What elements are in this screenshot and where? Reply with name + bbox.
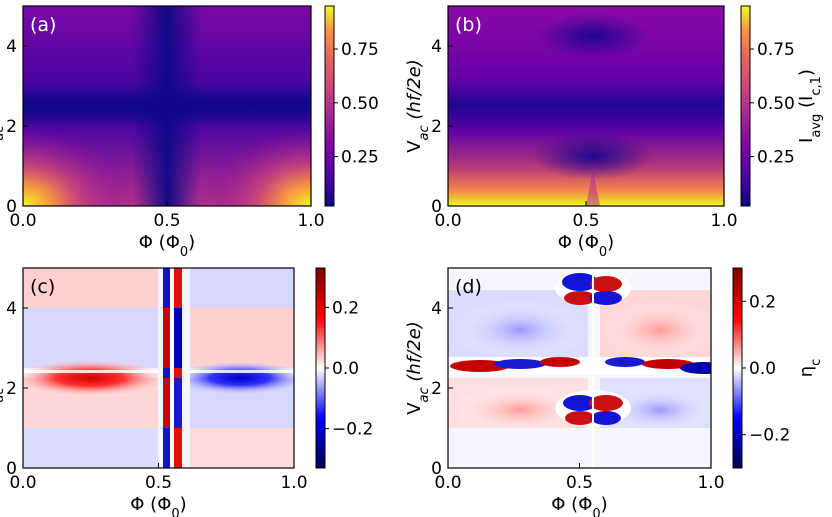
y-tick-label: 4 [6,37,17,57]
panel-a-colorbar [324,5,335,207]
panel-c-colorbar-ticks: 0.2 0.0 −0.2 [325,298,373,440]
x-axis-label: Φ (Φ0) [139,232,195,260]
panel-a-heatmap [23,6,311,206]
y-tick-label: 4 [431,299,442,319]
y-tick-label: 4 [431,37,442,57]
colorbar-tick-label: 0.25 [757,148,795,168]
colorbar-tick-label: 0.50 [757,94,795,114]
y-tick-label: 4 [6,299,17,319]
x-axis-label: Φ (Φ0) [130,494,186,517]
x-tick-label: 1.0 [297,211,324,231]
colorbar-tick-label: 0.75 [341,40,379,60]
y-tick-label: 2 [6,379,17,399]
panel-d-colorbar-ticks: 0.2 0.0 −0.2 [742,292,790,446]
y-tick-label: 0 [431,197,442,217]
panel-d: (d) 0.0 0.5 1.0 0 2 4 Φ (Φ0) Vac (hf/2e) 0.2 0.0… [404,267,824,517]
x-tick-label: 0.0 [9,211,36,231]
panel-b-colorbar-label: Iavg (Ic,1) [796,69,824,143]
panel-d-colorbar-label: ηc [796,359,824,378]
y-tick-label: 2 [431,379,442,399]
x-tick-label: 0.0 [9,473,36,493]
panel-d-colorbar [732,267,743,469]
x-axis-label: Φ (Φ0) [551,494,607,517]
x-tick-label: 1.0 [697,473,724,493]
panel-a-label: (a) [30,14,56,36]
y-tick-label: 0 [431,459,442,479]
y-axis-label: Vac (hf/2e) [404,321,432,415]
colorbar-tick-label: 0.25 [341,148,379,168]
panel-d-heatmap [448,268,711,468]
x-tick-label: 0.5 [145,473,172,493]
x-axis-label: Φ (Φ0) [558,232,614,260]
panel-a-colorbar-ticks: 0.25 0.50 0.75 [334,40,379,168]
colorbar-tick-label: 0.50 [341,94,379,114]
colorbar-tick-label: 0.2 [749,292,776,312]
x-tick-label: 0.5 [153,211,180,231]
x-tick-label: 0.5 [572,211,599,231]
panel-b-label: (b) [455,14,482,36]
x-tick-label: 0.5 [566,473,593,493]
colorbar-tick-label: 0.0 [749,359,776,379]
panel-b-colorbar-ticks: 0.25 0.50 0.75 [750,40,795,168]
panel-b-heatmap [448,6,724,206]
x-tick-label: 0.0 [434,473,461,493]
x-tick-label: 1.0 [280,473,307,493]
y-tick-label: 0 [6,459,17,479]
colorbar-tick-label: 0.0 [332,359,359,379]
y-tick-label: 2 [6,117,17,137]
y-axis-label: Vac (hf/2e) [404,59,432,153]
y-tick-label: 0 [6,197,17,217]
colorbar-tick-label: −0.2 [332,420,373,440]
panel-c-label: (c) [30,276,55,298]
colorbar-tick-label: −0.2 [749,426,790,446]
colorbar-tick-label: 0.75 [757,40,795,60]
panel-c-heatmap [23,268,294,468]
panel-c-colorbar [315,267,326,469]
panel-b-colorbar [740,5,751,207]
x-tick-label: 1.0 [710,211,737,231]
panel-d-label: (d) [455,276,482,298]
y-axis-label: Vac (hf/2e) [0,321,7,415]
x-tick-label: 0.0 [434,211,461,231]
panel-c: (c) 0.0 0.5 1.0 0 2 4 Φ (Φ0) Vac (hf/2e) 0.2 0.0… [0,267,373,517]
y-tick-label: 2 [431,117,442,137]
y-axis-label: Vac (hf/2e) [0,59,7,153]
colorbar-tick-label: 0.2 [332,298,359,318]
